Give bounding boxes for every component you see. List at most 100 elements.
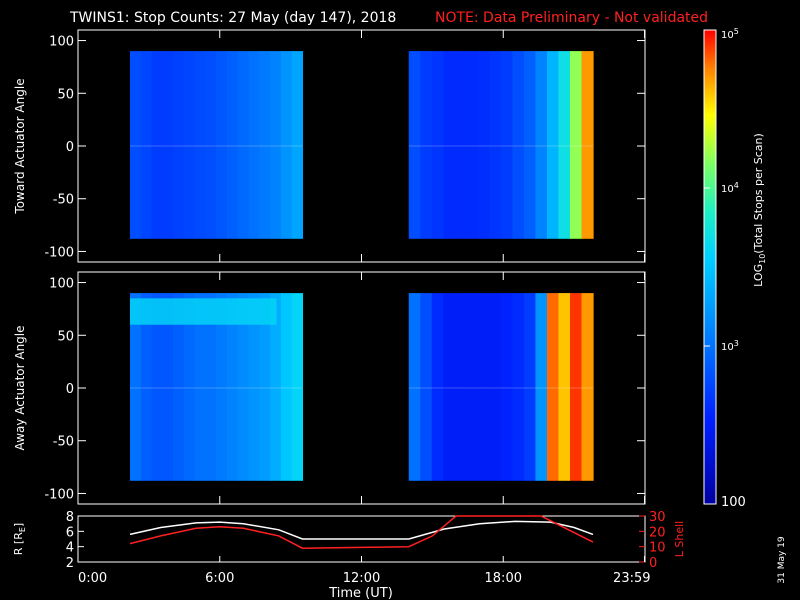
colorbar-tick-label: 104 xyxy=(721,181,739,195)
away-cell xyxy=(408,293,421,481)
toward-heatmap xyxy=(129,51,594,239)
toward-cell xyxy=(431,51,444,239)
colorbar-tick-label: 105 xyxy=(721,27,739,41)
toward-ytick-label: 50 xyxy=(57,87,74,102)
toward-cell xyxy=(226,51,239,239)
toward-panel: 100 50 0 -50 -100 Toward Actuator Angle xyxy=(13,29,646,263)
away-ytick-label: -50 xyxy=(53,435,74,450)
toward-cell xyxy=(420,51,433,239)
away-cell xyxy=(151,293,163,481)
away-cell xyxy=(280,293,293,481)
away-cell xyxy=(431,293,444,481)
toward-cell xyxy=(581,51,594,239)
away-cell xyxy=(546,293,560,481)
toward-cell xyxy=(408,51,421,239)
away-cell xyxy=(558,293,571,481)
r-ytick-label: 8 xyxy=(66,510,74,525)
toward-cell xyxy=(194,51,207,239)
toward-cell xyxy=(454,51,467,239)
toward-cell xyxy=(140,51,153,239)
r-ytick-label: 6 xyxy=(66,525,74,540)
away-cell xyxy=(270,293,282,481)
away-cell xyxy=(205,293,217,481)
time-xtick-label: 12:00 xyxy=(343,571,380,586)
away-cell xyxy=(194,293,207,481)
away-cell xyxy=(466,293,479,481)
toward-cell xyxy=(443,51,456,239)
away-cell xyxy=(237,293,250,481)
away-cell xyxy=(248,293,260,481)
away-ytick-label: 0 xyxy=(66,382,74,397)
away-ytick-label: 50 xyxy=(57,329,74,344)
away-cell xyxy=(535,293,548,481)
toward-cell xyxy=(500,51,514,239)
toward-cell xyxy=(535,51,548,239)
toward-zero-stripe xyxy=(408,144,594,147)
time-xtick-label: 6:00 xyxy=(205,571,234,586)
toward-cell xyxy=(173,51,185,239)
toward-cell xyxy=(558,51,571,239)
away-cell xyxy=(477,293,490,481)
toward-cell xyxy=(489,51,502,239)
toward-cell xyxy=(546,51,560,239)
away-zero-stripe xyxy=(408,386,594,389)
away-cell xyxy=(183,293,196,481)
away-cell xyxy=(226,293,239,481)
lshell-ylabel: L Shell xyxy=(673,521,686,557)
toward-cell xyxy=(259,51,271,239)
time-xtick-label: 23:59 xyxy=(613,571,650,586)
colorbar-label: LOG10(Total Stops per Scan) xyxy=(752,133,767,287)
away-cell xyxy=(581,293,594,481)
r-ytick-label: 2 xyxy=(66,556,74,571)
toward-zero-stripe xyxy=(129,144,303,147)
toward-cell xyxy=(162,51,174,239)
away-cell xyxy=(512,293,525,481)
colorbar-min-label: 100 xyxy=(721,495,746,510)
toward-cell xyxy=(205,51,217,239)
toward-cell xyxy=(512,51,525,239)
r-ylabel: R [RE] xyxy=(12,523,27,555)
away-panel: 100 50 0 -50 -100 Away Actuator Angle xyxy=(13,271,646,505)
away-cell xyxy=(140,293,153,481)
toward-ytick-label: -50 xyxy=(53,193,74,208)
away-ylabel: Away Actuator Angle xyxy=(13,325,27,450)
lshell-ytick-label: 20 xyxy=(649,525,666,540)
toward-cell xyxy=(523,51,537,239)
away-cell xyxy=(420,293,433,481)
toward-cell xyxy=(270,51,282,239)
away-cell xyxy=(259,293,271,481)
away-cell xyxy=(129,293,142,481)
toward-cell xyxy=(569,51,583,239)
away-heatmap xyxy=(129,293,594,481)
toward-cell xyxy=(237,51,250,239)
toward-cell xyxy=(280,51,293,239)
toward-cell xyxy=(248,51,260,239)
toward-ytick-label: 0 xyxy=(66,140,74,155)
away-cell xyxy=(443,293,456,481)
colorbar: 105 104 103 100 LOG10(Total Stops per Scan) xyxy=(703,27,767,510)
away-cell xyxy=(500,293,514,481)
time-xtick-label: 0:00 xyxy=(78,571,107,586)
r-line xyxy=(129,520,594,540)
figure-title: TWINS1: Stop Counts: 27 May (day 147), 2… xyxy=(69,10,396,26)
toward-cell xyxy=(291,51,304,239)
away-cell xyxy=(569,293,583,481)
away-cell xyxy=(523,293,537,481)
away-cell xyxy=(216,293,228,481)
toward-cell xyxy=(151,51,163,239)
toward-cell xyxy=(477,51,490,239)
lshell-line xyxy=(129,515,594,549)
away-cell xyxy=(173,293,185,481)
toward-cell xyxy=(129,51,142,239)
away-cell xyxy=(162,293,174,481)
lshell-ytick-label: 0 xyxy=(649,556,657,571)
time-xlabel: Time (UT) xyxy=(328,586,393,600)
r-ytick-label: 4 xyxy=(66,541,74,556)
lshell-ytick-label: 10 xyxy=(649,541,666,556)
toward-cell xyxy=(183,51,196,239)
toward-cell xyxy=(466,51,479,239)
orbit-lines xyxy=(129,515,594,549)
toward-ytick-label: 100 xyxy=(49,35,74,50)
date-stamp: 31 May 19 xyxy=(777,536,787,584)
